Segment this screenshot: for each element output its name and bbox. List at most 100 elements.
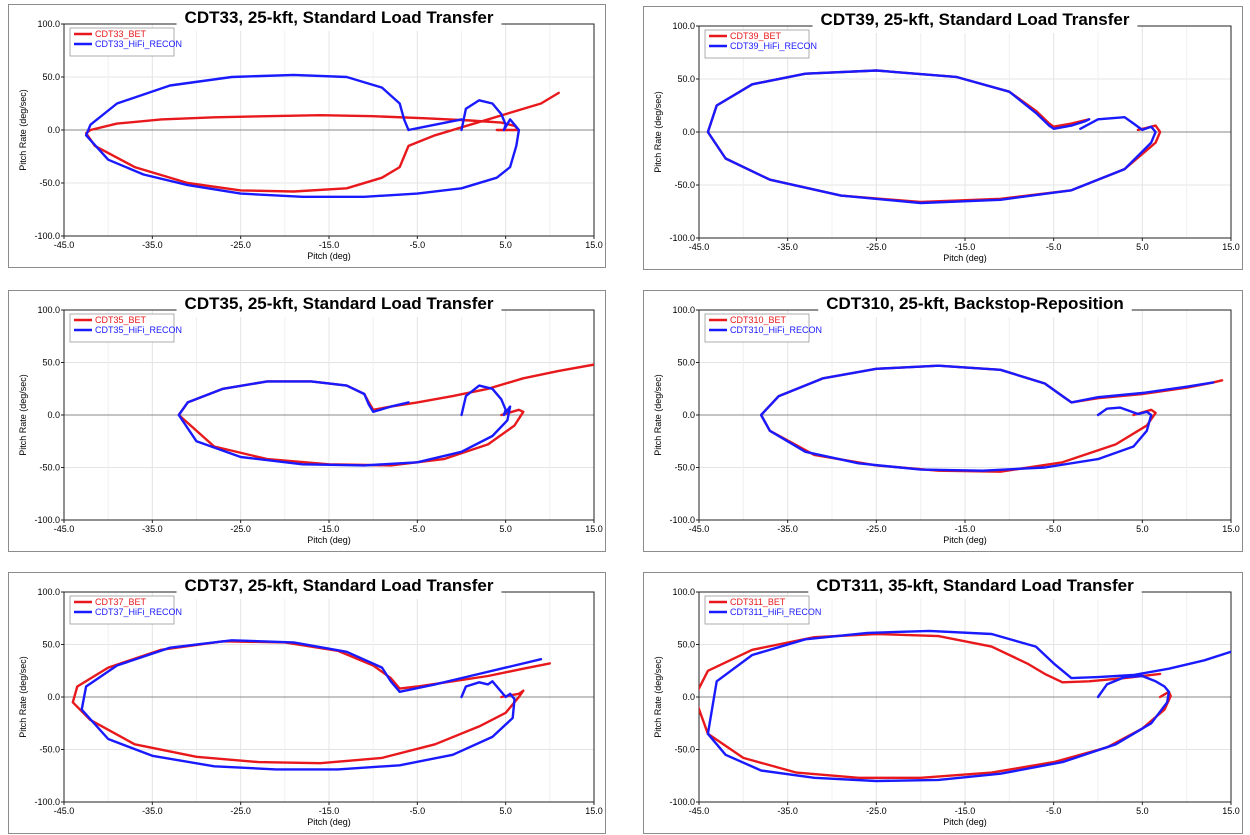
chart-panel-cdt33: -45.0 -35.0 -25.0 -15.0 -5.0 5.0 15.0 100.0 50.0… <box>8 4 606 268</box>
x-tick-label: -5.0 <box>1046 524 1062 534</box>
legend-item-cdt310-bet: CDT310_BET <box>730 315 787 325</box>
x-tick-label: 5.0 <box>499 806 512 816</box>
x-axis-label: Pitch (deg) <box>307 535 351 545</box>
y-tick-label: -50.0 <box>39 745 60 755</box>
y-tick-label: 100.0 <box>37 305 60 315</box>
legend-box <box>704 29 810 59</box>
legend-item-cdt311-hifi-recon: CDT311_HiFi_RECON <box>730 607 821 617</box>
chart-title-background <box>818 291 1132 317</box>
x-tick-label: 15.0 <box>1222 524 1240 534</box>
x-tick-label: -25.0 <box>230 806 251 816</box>
x-tick-label: -15.0 <box>319 524 340 534</box>
chart-cdt311: -45.0 -35.0 -25.0 -15.0 -5.0 5.0 15.0 100.0 50.0… <box>643 572 1243 834</box>
series-line-cdt311-hifi-recon <box>706 629 1231 783</box>
x-tick-label: -35.0 <box>777 242 798 252</box>
x-tick-label: 15.0 <box>1222 242 1240 252</box>
chart-cdt310: -45.0 -35.0 -25.0 -15.0 -5.0 5.0 15.0 100.0 50.0… <box>643 290 1243 552</box>
x-tick-label: 15.0 <box>585 240 603 250</box>
x-tick-label: -35.0 <box>142 240 163 250</box>
series-group <box>71 639 551 771</box>
y-tick-label: 100.0 <box>672 305 695 315</box>
y-tick-label: -50.0 <box>674 463 695 473</box>
legend-item-cdt37-hifi-recon: CDT37_HiFi_RECON <box>95 607 182 617</box>
x-tick-label: 5.0 <box>1136 242 1149 252</box>
y-tick-label: -100.0 <box>34 515 60 525</box>
y-tick-label: 0.0 <box>47 410 60 420</box>
chart-title: CDT39, 25-kft, Standard Load Transfer <box>821 10 1130 29</box>
y-tick-label: 0.0 <box>682 692 695 702</box>
legend-item-cdt37-bet: CDT37_BET <box>95 597 147 607</box>
x-tick-label: -25.0 <box>230 524 251 534</box>
series-group <box>699 629 1231 783</box>
y-tick-label: 50.0 <box>677 640 695 650</box>
chart-title-background <box>176 573 502 599</box>
chart-title: CDT37, 25-kft, Standard Load Transfer <box>185 576 494 595</box>
x-tick-label: 5.0 <box>1136 806 1149 816</box>
x-tick-label: 15.0 <box>585 524 603 534</box>
x-tick-label: -5.0 <box>410 240 426 250</box>
chart-title: CDT35, 25-kft, Standard Load Transfer <box>185 294 494 313</box>
y-tick-label: 50.0 <box>42 640 60 650</box>
y-axis-label: Pitch Rate (deg/sec) <box>653 91 663 173</box>
y-tick-label: 50.0 <box>677 358 695 368</box>
legend-item-cdt35-hifi-recon: CDT35_HiFi_RECON <box>95 325 182 335</box>
chart-panel-cdt35: -45.0 -35.0 -25.0 -15.0 -5.0 5.0 15.0 100.0 50.0… <box>8 290 606 552</box>
x-axis-label: Pitch (deg) <box>943 817 987 827</box>
legend-item-cdt39-bet: CDT39_BET <box>730 31 782 41</box>
x-axis-label: Pitch (deg) <box>943 535 987 545</box>
y-tick-label: 0.0 <box>47 692 60 702</box>
x-tick-label: -45.0 <box>689 524 710 534</box>
series-line-cdt37-bet <box>71 640 551 765</box>
chart-panel-cdt311: -45.0 -35.0 -25.0 -15.0 -5.0 5.0 15.0 100.0 50.0… <box>643 572 1243 834</box>
y-axis-label: Pitch Rate (deg/sec) <box>653 656 663 738</box>
y-tick-label: -100.0 <box>669 797 695 807</box>
y-axis-label: Pitch Rate (deg/sec) <box>653 374 663 456</box>
x-tick-label: 15.0 <box>1222 806 1240 816</box>
chart-title: CDT310, 25-kft, Backstop-Reposition <box>826 294 1124 313</box>
legend-item-cdt33-hifi-recon: CDT33_HiFi_RECON <box>95 39 182 49</box>
x-tick-label: 5.0 <box>499 524 512 534</box>
y-tick-label: 100.0 <box>672 21 695 31</box>
x-tick-label: -5.0 <box>1046 806 1062 816</box>
x-tick-label: -35.0 <box>777 524 798 534</box>
series-line-cdt39-hifi-recon <box>706 69 1157 205</box>
y-tick-label: 100.0 <box>672 587 695 597</box>
y-tick-label: -100.0 <box>669 233 695 243</box>
y-tick-label: 50.0 <box>42 72 60 82</box>
x-tick-label: -45.0 <box>54 524 75 534</box>
x-tick-label: -35.0 <box>142 806 163 816</box>
x-tick-label: 5.0 <box>1136 524 1149 534</box>
chart-title-background <box>808 573 1142 599</box>
series-group <box>759 364 1224 473</box>
x-tick-label: 5.0 <box>499 240 512 250</box>
x-tick-label: -15.0 <box>955 524 976 534</box>
chart-cdt35: -45.0 -35.0 -25.0 -15.0 -5.0 5.0 15.0 100.0 50.0… <box>8 290 606 552</box>
x-tick-label: -5.0 <box>410 524 426 534</box>
series-group <box>706 69 1162 205</box>
y-tick-label: -100.0 <box>669 515 695 525</box>
y-axis-label: Pitch Rate (deg/sec) <box>18 374 28 456</box>
chart-cdt39: -45.0 -35.0 -25.0 -15.0 -5.0 5.0 15.0 100.0 50.0… <box>643 6 1243 270</box>
y-tick-label: 50.0 <box>677 74 695 84</box>
y-tick-label: 100.0 <box>37 19 60 29</box>
legend-box <box>704 313 810 343</box>
x-tick-label: -25.0 <box>866 806 887 816</box>
x-tick-label: -15.0 <box>319 240 340 250</box>
x-tick-label: -5.0 <box>410 806 426 816</box>
chart-title: CDT33, 25-kft, Standard Load Transfer <box>185 8 494 27</box>
y-tick-label: -50.0 <box>674 745 695 755</box>
x-axis-label: Pitch (deg) <box>943 253 987 263</box>
y-axis-label: Pitch Rate (deg/sec) <box>18 89 28 171</box>
legend-item-cdt310-hifi-recon: CDT310_HiFi_RECON <box>730 325 822 335</box>
x-tick-label: -35.0 <box>777 806 798 816</box>
chart-cdt37: -45.0 -35.0 -25.0 -15.0 -5.0 5.0 15.0 100.0 50.0… <box>8 572 606 834</box>
legend-item-cdt39-hifi-recon: CDT39_HiFi_RECON <box>730 41 817 51</box>
chart-panel-cdt37: -45.0 -35.0 -25.0 -15.0 -5.0 5.0 15.0 100.0 50.0… <box>8 572 606 834</box>
x-tick-label: -25.0 <box>866 524 887 534</box>
legend-box <box>69 595 175 625</box>
